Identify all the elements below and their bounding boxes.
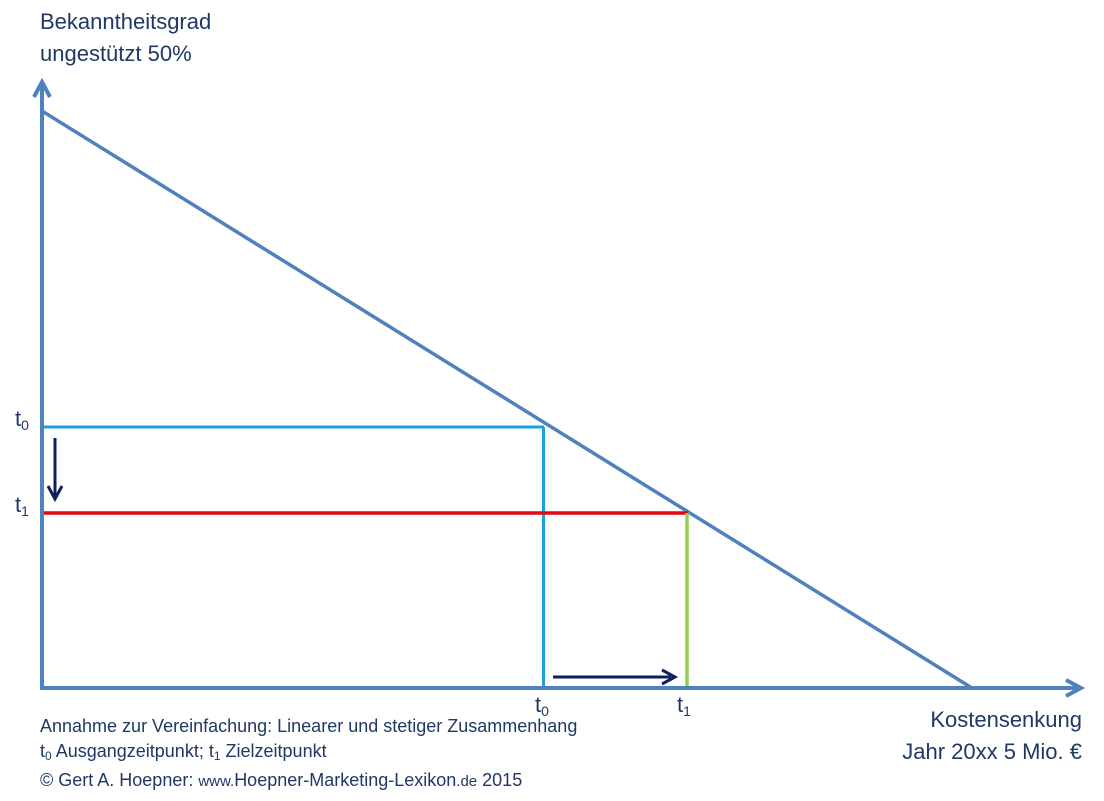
x-axis-title: Kostensenkung Jahr 20xx 5 Mio. € <box>902 704 1082 768</box>
x-tick-t0-base: t <box>535 692 542 717</box>
y-axis-arrowhead <box>32 77 52 98</box>
y-axis-title-line1: Bekanntheitsgrad <box>40 9 212 34</box>
note-t1-base: t <box>208 740 214 761</box>
y-axis-title: Bekanntheitsgrad ungestützt 50% <box>40 6 211 70</box>
footnotes: Annahme zur Vereinfachung: Linearer und … <box>40 714 577 795</box>
x-axis-title-line1: Kostensenkung <box>930 707 1082 732</box>
trend-line <box>41 109 973 690</box>
y-tick-t0: t0 <box>15 406 29 433</box>
down-arrowhead <box>46 485 64 503</box>
note-t0-base: t <box>40 740 46 761</box>
y-tick-t0-base: t <box>15 406 22 431</box>
y-tick-t0-sub: 0 <box>21 417 29 433</box>
note-assumption: Annahme zur Vereinfachung: Linearer und … <box>40 716 578 736</box>
website-name: Hoepner-Marketing-Lexikon <box>234 770 457 790</box>
note-t1-text: Zielzeitpunkt <box>220 740 327 761</box>
note-t0-text: Ausgangzeitpunkt; <box>51 740 209 761</box>
note-t0-sub: 0 <box>45 748 52 763</box>
website-prefix: www. <box>198 773 235 790</box>
note-t1-sub: 1 <box>213 748 221 763</box>
x-axis-arrowhead <box>1065 678 1086 698</box>
y-tick-t1: t1 <box>15 492 29 519</box>
x-tick-t0-sub: 0 <box>541 703 549 719</box>
y-tick-t1-base: t <box>15 492 22 517</box>
note-copyright: © Gert A. Hoepner: www.Hoepner-Marketing… <box>40 768 577 795</box>
x-tick-t1-base: t <box>677 692 684 717</box>
y-axis-title-line2: ungestützt 50% <box>40 41 192 66</box>
x-axis-title-line2: Jahr 20xx 5 Mio. € <box>902 739 1082 764</box>
note-legend: t0 Ausgangzeitpunkt; t1 Zielzeitpunkt <box>40 739 577 769</box>
x-tick-t0: t0 <box>535 692 549 719</box>
y-tick-t1-sub: 1 <box>21 503 29 519</box>
copyright-year: 2015 <box>477 770 523 790</box>
right-arrowhead <box>661 668 679 686</box>
x-tick-t1-sub: 1 <box>683 703 691 719</box>
copyright-text: © Gert A. Hoepner: <box>40 770 199 790</box>
website-tld: .de <box>456 773 478 790</box>
x-tick-t1: t1 <box>677 692 691 719</box>
